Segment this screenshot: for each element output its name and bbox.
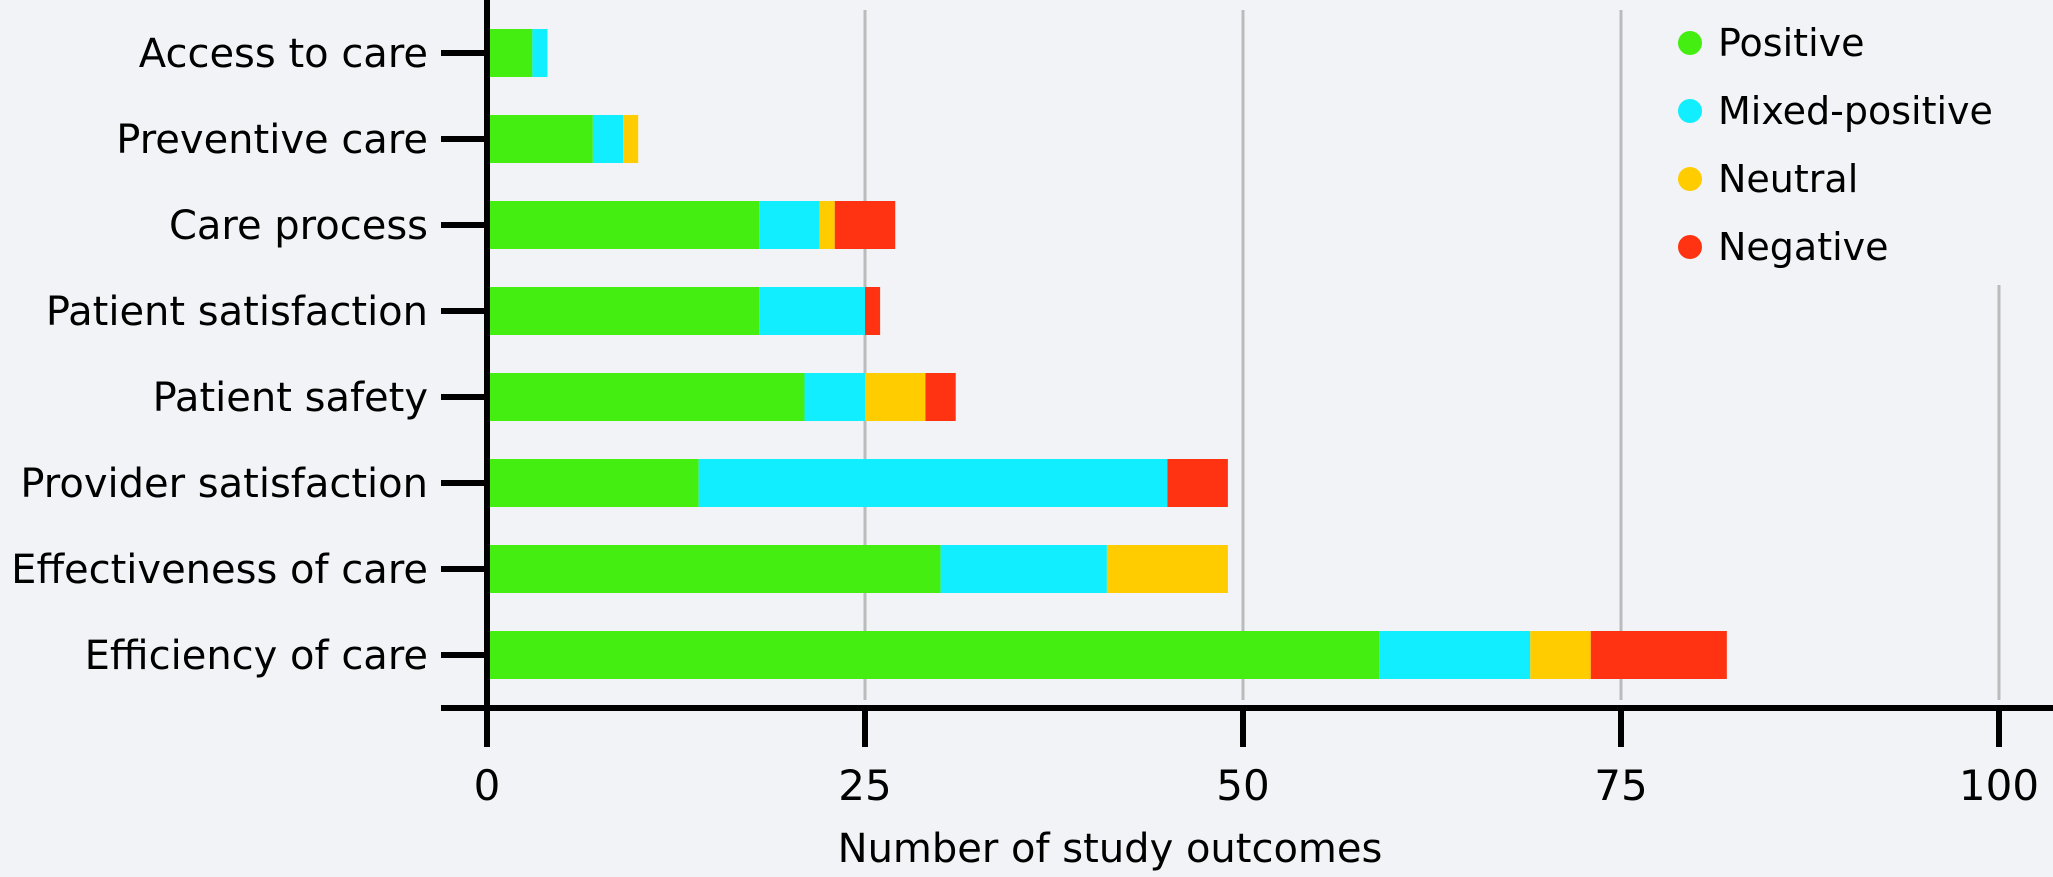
legend: Positive Mixed-positive Neutral Negative xyxy=(1678,21,1993,269)
bar-efficiency-of-care-mixed-positive xyxy=(1379,631,1531,679)
legend-marker-positive xyxy=(1678,31,1702,55)
bar-efficiency-of-care-positive xyxy=(487,631,1380,679)
x-tick-label: 0 xyxy=(474,761,501,810)
bar-effectiveness-of-care-neutral xyxy=(1106,545,1228,593)
legend-label-neutral: Neutral xyxy=(1718,157,1858,201)
bar-provider-satisfaction-positive xyxy=(487,459,699,507)
legend-marker-mixed-positive xyxy=(1678,99,1702,123)
bar-patient-safety-positive xyxy=(487,373,805,421)
bar-care-process-mixed-positive xyxy=(759,201,820,249)
bar-patient-safety-mixed-positive xyxy=(804,373,865,421)
x-tick-label: 25 xyxy=(838,761,891,810)
bar-provider-satisfaction-negative xyxy=(1167,459,1228,507)
bar-effectiveness-of-care-positive xyxy=(487,545,941,593)
bars xyxy=(487,29,1727,679)
y-tick-label: Efficiency of care xyxy=(85,633,428,679)
bar-patient-safety-negative xyxy=(925,373,956,421)
x-tick-label: 50 xyxy=(1216,761,1269,810)
legend-label-positive: Positive xyxy=(1718,21,1865,65)
bar-care-process-negative xyxy=(834,201,896,249)
y-tick-label: Patient satisfaction xyxy=(46,289,428,335)
axes: Access to care Preventive care Care proces… xyxy=(11,0,2053,810)
bar-preventive-care-neutral xyxy=(623,115,639,163)
legend-label-negative: Negative xyxy=(1718,225,1889,269)
y-tick-label: Patient safety xyxy=(153,375,428,421)
bar-patient-safety-neutral xyxy=(865,373,926,421)
bar-patient-satisfaction-negative xyxy=(865,287,881,335)
legend-marker-neutral xyxy=(1678,167,1702,191)
y-tick-label: Effectiveness of care xyxy=(11,547,428,593)
bar-provider-satisfaction-mixed-positive xyxy=(698,459,1168,507)
legend-label-mixed-positive: Mixed-positive xyxy=(1718,89,1993,133)
bar-preventive-care-positive xyxy=(487,115,593,163)
bar-preventive-care-mixed-positive xyxy=(592,115,624,163)
bar-patient-satisfaction-positive xyxy=(487,287,760,335)
x-tick-label: 75 xyxy=(1594,761,1647,810)
y-tick-label: Access to care xyxy=(139,31,428,77)
x-axis-title: Number of study outcomes xyxy=(838,826,1383,872)
bar-efficiency-of-care-neutral xyxy=(1530,631,1591,679)
y-tick-label: Care process xyxy=(169,203,428,249)
bar-access-to-care-mixed-positive xyxy=(532,29,548,77)
y-tick-label: Provider satisfaction xyxy=(20,461,428,507)
legend-marker-negative xyxy=(1678,235,1702,259)
bar-effectiveness-of-care-mixed-positive xyxy=(940,545,1107,593)
bar-care-process-neutral xyxy=(819,201,835,249)
bar-patient-satisfaction-mixed-positive xyxy=(759,287,865,335)
y-tick-label: Preventive care xyxy=(116,117,428,163)
x-tick-label: 100 xyxy=(1959,761,2039,810)
bar-care-process-positive xyxy=(487,201,760,249)
bar-efficiency-of-care-negative xyxy=(1590,631,1727,679)
bar-access-to-care-positive xyxy=(487,29,533,77)
